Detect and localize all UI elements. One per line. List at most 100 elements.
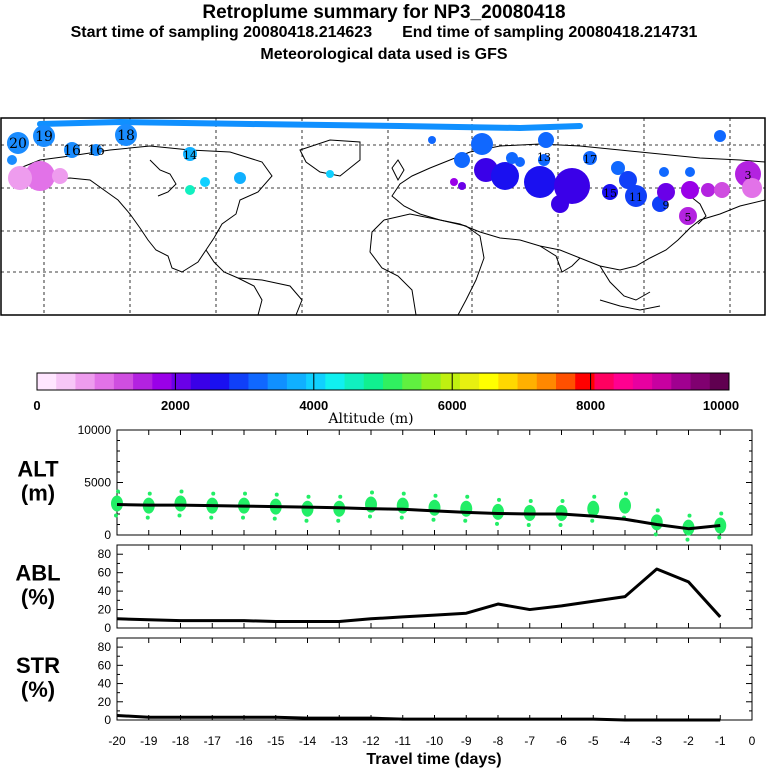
alt-scatter-point [304, 518, 309, 523]
y-tick-label: 0 [104, 713, 111, 727]
colorbar-cell [210, 373, 230, 390]
colorbar-tick-label: 0 [33, 398, 40, 413]
map-marker [454, 152, 470, 168]
x-tick-label: -6 [556, 734, 567, 748]
map-marker [25, 161, 55, 191]
y-tick-label: 0 [104, 528, 111, 542]
alt-scatter-point [687, 513, 692, 518]
map-marker [491, 162, 519, 190]
map-marker [583, 151, 597, 165]
alt-scatter-point [174, 495, 187, 512]
y-tick-label: 5000 [84, 476, 111, 490]
alt-scatter-point [336, 518, 341, 523]
alt-scatter-point [177, 513, 182, 518]
y-tick-label: 60 [98, 658, 112, 672]
map-marker [33, 125, 55, 147]
sampling-times: Start time of sampling 20080418.214623 En… [0, 24, 768, 42]
x-tick-label: -4 [620, 734, 631, 748]
y-tick-label: 40 [98, 584, 112, 598]
colorbar-cell [344, 373, 365, 390]
x-tick-label: -13 [331, 734, 349, 748]
x-tick-label: -19 [140, 734, 158, 748]
map-label: 9 [663, 199, 670, 212]
colorbar-cell [383, 373, 403, 390]
alt-scatter-point [465, 494, 470, 499]
alt-scatter-point [492, 503, 504, 520]
map-marker [7, 132, 29, 154]
alt-scatter-point [401, 491, 406, 496]
colorbar-cell [75, 373, 96, 390]
y-tick-label: 80 [98, 547, 112, 561]
map-marker [538, 132, 554, 148]
x-tick-label: -20 [108, 734, 126, 748]
colorbar-cell [363, 373, 384, 390]
alt-scatter-point [685, 537, 690, 542]
panel-unit: (%) [21, 677, 55, 702]
colorbar-cell [56, 373, 76, 390]
met-data-label: Meteorological data used is GFS [260, 46, 508, 63]
map-marker [551, 195, 569, 213]
colorbar-cell [709, 373, 730, 390]
series-line-abl [116, 567, 722, 624]
altitude-colorbar: 0 2000 4000 6000 8000 10000 Altitude (m) [33, 372, 739, 427]
colorbar-cell [152, 373, 173, 390]
map-marker [471, 133, 493, 155]
colorbar-cell [190, 373, 211, 390]
colorbar-cell [171, 373, 192, 390]
map-marker [659, 167, 669, 177]
map-marker [64, 142, 80, 158]
map-marker [554, 168, 590, 204]
map-marker [326, 170, 334, 178]
world-map: 20 19 16 18 16 14 13 17 15 11 9 5 3 [0, 117, 766, 316]
x-tick-label: -15 [267, 734, 285, 748]
colorbar-cell [575, 373, 595, 390]
colorbar-cell [632, 373, 653, 390]
x-tick-label: -12 [362, 734, 380, 748]
alt-scatter-point [619, 497, 631, 514]
alt-scatter-point [592, 494, 597, 499]
panel-frame [116, 637, 753, 721]
alt-scatter-point [460, 500, 473, 517]
map-label: 15 [603, 187, 617, 200]
x-tick-label: -11 [395, 734, 412, 748]
y-tick-label: 80 [98, 640, 112, 654]
start-time-label: Start time of sampling 20080418.214623 [70, 24, 373, 41]
colorbar-label: Altitude (m) [327, 411, 413, 427]
map-marker [506, 152, 518, 164]
map-marker [234, 172, 246, 184]
colorbar-cell [498, 373, 519, 390]
map-marker [714, 182, 730, 198]
alt-scatter-point [655, 508, 660, 513]
alt-scatter-point [116, 489, 120, 494]
alt-scatter-point [495, 521, 499, 526]
colorbar-cell [421, 373, 442, 390]
plume-markers: 20 19 16 18 16 14 13 17 15 11 9 5 3 [7, 124, 762, 225]
coastlines [19, 139, 766, 316]
alt-scatter-point [368, 514, 372, 519]
panel-abl: 80 60 40 20 0 ABL(%) [15, 544, 753, 635]
panel-title: STR [16, 653, 60, 678]
map-marker [183, 147, 197, 161]
colorbar-cell [402, 373, 422, 390]
colorbar-cell [652, 373, 672, 390]
panel-title: ALT [17, 457, 59, 482]
x-tick-label: 0 [749, 734, 756, 748]
map-label: 16 [63, 143, 81, 159]
arctic-plume-band [37, 118, 583, 132]
alt-scatter-point [179, 489, 184, 494]
map-marker [611, 161, 625, 175]
alt-scatter-point [558, 522, 563, 527]
alt-scatter-point [719, 511, 724, 516]
map-marker [681, 181, 699, 199]
colorbar-cell [459, 373, 480, 390]
map-label: 5 [685, 211, 692, 224]
colorbar-cell [248, 373, 269, 390]
map-marker [625, 185, 647, 207]
panel-alt: 10000 5000 0 ALT(m) [17, 423, 753, 542]
x-tick-label: -17 [204, 734, 222, 748]
map-label: 3 [745, 169, 752, 182]
map-marker [515, 157, 525, 167]
alt-scatter-point [145, 515, 150, 520]
colorbar-cell [690, 373, 711, 390]
